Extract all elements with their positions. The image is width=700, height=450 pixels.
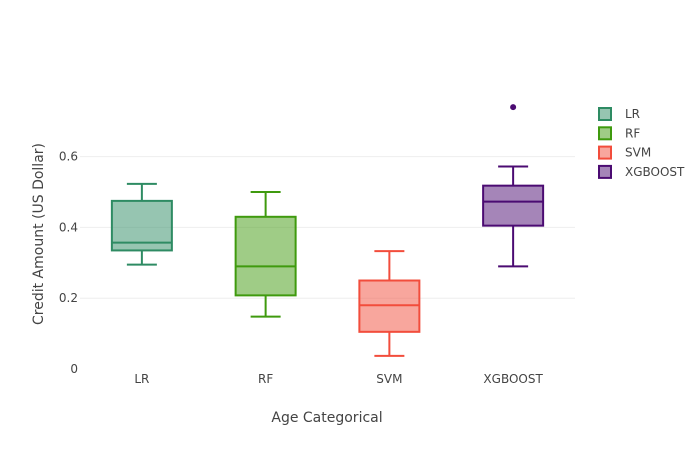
boxes <box>110 104 545 357</box>
x-axis-title: Age Categorical <box>271 410 382 426</box>
legend-swatch <box>598 164 612 179</box>
y-axis-title: Credit Amount (US Dollar) <box>31 143 47 325</box>
legend-label: XGBOOST <box>625 165 685 179</box>
x-tick-label: LR <box>134 372 149 386</box>
y-axis-ticks: 0 0.2 0.4 0.6 <box>59 150 78 376</box>
y-tick-label: 0.2 <box>59 291 78 305</box>
legend-item-rf[interactable]: RF <box>598 126 640 141</box>
legend-item-xgboost[interactable]: XGBOOST <box>598 164 685 179</box>
box-lr <box>110 182 173 266</box>
y-tick-label: 0 <box>70 362 78 376</box>
box-iqr <box>234 215 297 297</box>
box-rf <box>234 191 297 318</box>
outlier-point <box>510 104 517 111</box>
x-tick-label: SVM <box>376 372 402 386</box>
x-axis-ticks: LR RF SVM XGBOOST <box>134 372 543 386</box>
box-iqr <box>482 184 545 227</box>
legend-label: SVM <box>625 146 651 160</box>
legend-label: LR <box>625 107 640 121</box>
x-tick-label: RF <box>258 372 273 386</box>
legend-label: RF <box>625 126 640 140</box>
box-svm <box>358 250 421 357</box>
x-tick-label: XGBOOST <box>483 372 543 386</box>
legend-swatch <box>598 145 612 160</box>
legend-item-lr[interactable]: LR <box>598 107 640 121</box>
legend[interactable]: LR RF SVM XGBOOST <box>598 107 685 179</box>
legend-item-svm[interactable]: SVM <box>598 145 651 160</box>
legend-swatch <box>598 107 612 121</box>
box-xgboost <box>482 104 545 268</box>
y-tick-label: 0.4 <box>59 220 78 234</box>
legend-swatch <box>598 126 612 141</box>
y-tick-label: 0.6 <box>59 150 78 164</box>
